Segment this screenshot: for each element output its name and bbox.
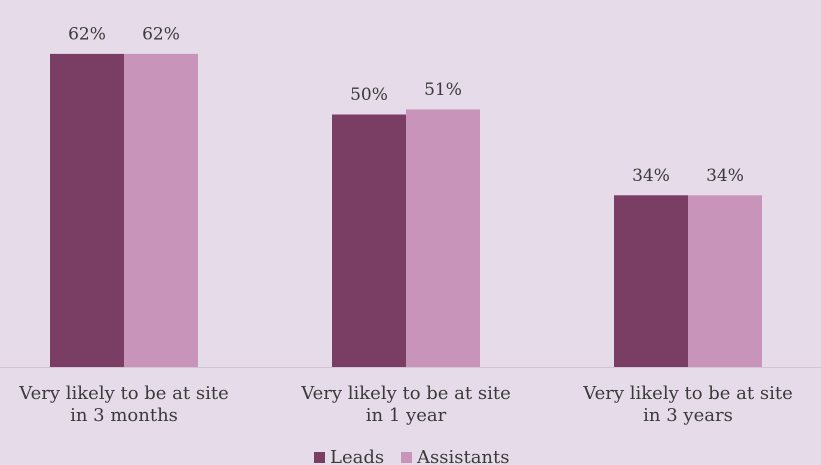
data-label: 62% <box>68 24 106 44</box>
bar <box>688 195 762 367</box>
x-tick-label: Very likely to be at site in 3 years <box>583 383 793 426</box>
bar <box>614 195 688 367</box>
bar <box>332 114 406 367</box>
legend-label: Assistants <box>416 447 510 465</box>
data-label: 51% <box>424 80 462 100</box>
legend-swatch <box>314 452 325 463</box>
legend-label: Leads <box>330 447 384 465</box>
bar <box>50 53 124 368</box>
bar <box>406 109 480 367</box>
x-tick-label: Very likely to be at site in 1 year <box>301 383 511 426</box>
data-label: 62% <box>142 24 180 44</box>
x-tick-label: Very likely to be at site in 3 months <box>19 383 229 426</box>
data-label: 50% <box>350 85 388 105</box>
data-label: 34% <box>706 166 744 186</box>
bar <box>124 53 198 368</box>
data-label: 34% <box>632 166 670 186</box>
legend-swatch <box>401 452 412 463</box>
